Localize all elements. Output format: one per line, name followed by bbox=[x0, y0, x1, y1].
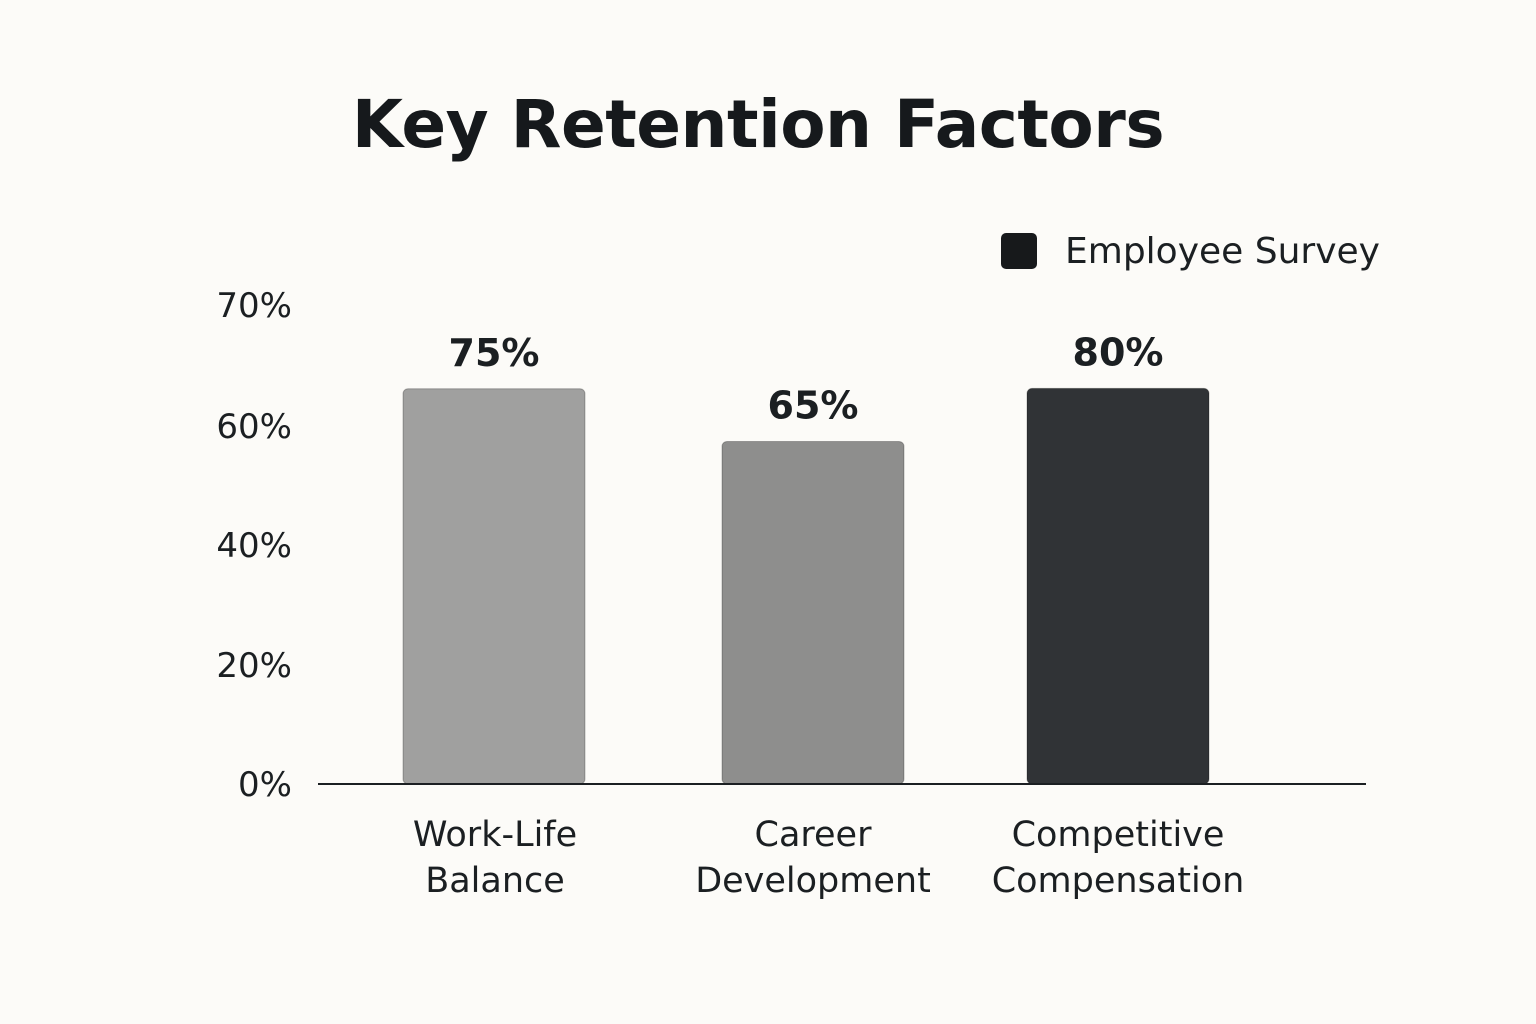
value-labels: 75% 65% 80% bbox=[449, 330, 1164, 427]
y-axis-ticks: 0% 20% 40% 60% 70% bbox=[216, 286, 292, 805]
x-tick-label: Balance bbox=[425, 861, 565, 901]
bar-value-label: 80% bbox=[1073, 330, 1164, 374]
y-tick-label: 40% bbox=[216, 526, 292, 566]
x-tick-label: Development bbox=[695, 861, 931, 901]
y-tick-label: 70% bbox=[216, 286, 292, 326]
legend-swatch bbox=[1001, 233, 1037, 269]
bar-value-label: 65% bbox=[768, 383, 859, 427]
bar bbox=[1026, 387, 1210, 785]
bar bbox=[721, 440, 905, 785]
x-tick-label: Career bbox=[755, 815, 873, 855]
x-tick-label: Compensation bbox=[992, 861, 1245, 901]
bar bbox=[402, 388, 586, 785]
y-tick-label: 20% bbox=[216, 646, 292, 686]
legend: Employee Survey bbox=[1001, 229, 1380, 273]
bar-value-label: 75% bbox=[449, 331, 540, 375]
y-tick-label: 60% bbox=[216, 407, 292, 447]
chart-title: Key Retention Factors bbox=[351, 86, 1165, 163]
x-tick-label: Competitive bbox=[1012, 815, 1225, 855]
bars bbox=[402, 387, 1210, 785]
legend-label: Employee Survey bbox=[1065, 230, 1380, 272]
category-labels: Work-Life Balance Career Development Competi… bbox=[413, 815, 1244, 901]
x-tick-label: Work-Life bbox=[413, 815, 577, 855]
y-tick-label: 0% bbox=[238, 765, 292, 805]
